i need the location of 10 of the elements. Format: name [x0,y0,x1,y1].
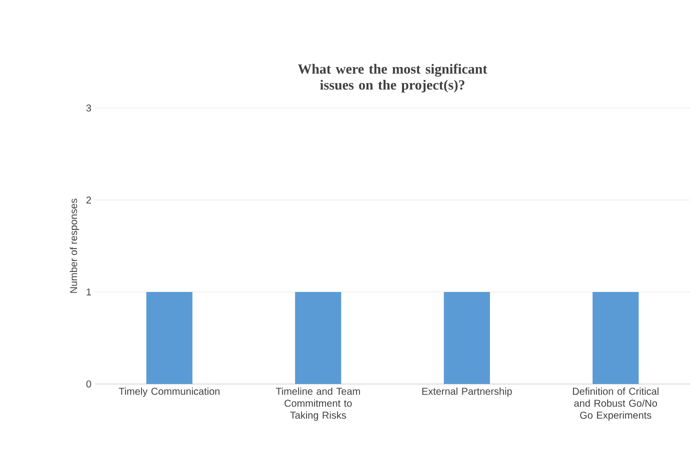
x-tick-label: Definition of Critical and Robust Go/No Go Experiments [572,388,658,421]
y-tick-label: 1 [86,288,92,296]
y-tick-label: 3 [86,104,92,112]
y-tick-label: 2 [86,196,91,204]
x-tick-label: Timeline and Team Commitment to Taking Risks [276,388,360,421]
chart-title: What were the most significant issues on the project(s)? [298,64,488,92]
x-tick-label: Timely Communication [118,388,220,397]
y-axis-title: Number of responses [70,198,80,293]
y-tick-label: 0 [86,380,92,388]
x-tick-label: External Partnership [422,388,512,397]
